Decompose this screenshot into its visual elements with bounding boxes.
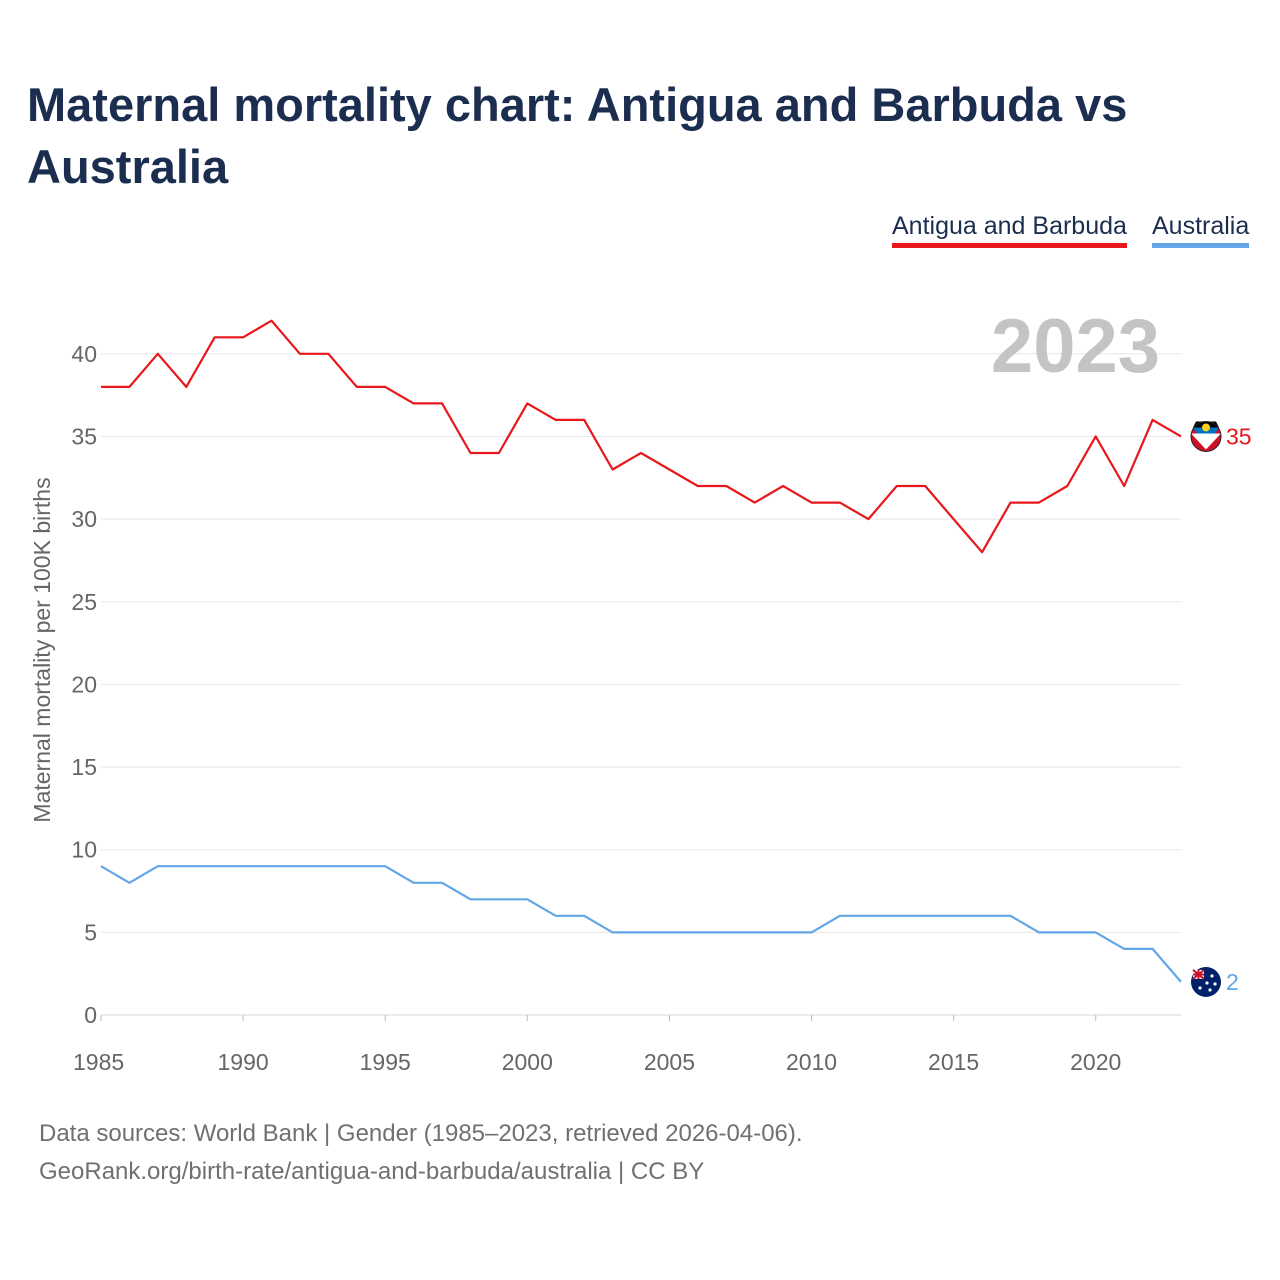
end-value-label-antigua-and-barbuda: 35 bbox=[1226, 423, 1252, 449]
y-tick-label: 0 bbox=[84, 1002, 97, 1028]
legend-item-australia[interactable]: Australia bbox=[1152, 212, 1250, 248]
y-tick-label: 15 bbox=[71, 754, 97, 780]
x-tick-label: 2020 bbox=[1070, 1049, 1121, 1075]
y-tick-label: 35 bbox=[71, 423, 97, 449]
antigua-flag-icon bbox=[1190, 420, 1222, 452]
legend-label: Antigua and Barbuda bbox=[892, 212, 1127, 240]
legend-label: Australia bbox=[1152, 212, 1250, 240]
x-tick-label: 2005 bbox=[644, 1049, 695, 1075]
y-tick-label: 10 bbox=[71, 837, 97, 863]
legend-line-swatch bbox=[1152, 243, 1250, 248]
x-tick-label: 2000 bbox=[502, 1049, 553, 1075]
y-tick-label: 5 bbox=[84, 919, 97, 945]
y-tick-label: 25 bbox=[71, 589, 97, 615]
x-tick-label: 2010 bbox=[786, 1049, 837, 1075]
grid-lines bbox=[101, 353, 1181, 1016]
australia-flag-icon bbox=[1191, 966, 1221, 997]
y-axis-ticks: 0 5 10 15 20 25 30 35 40 bbox=[71, 341, 97, 1028]
x-axis-ticks: 1985 1990 1995 2000 2005 2010 2015 2020 bbox=[73, 1015, 1121, 1075]
y-tick-label: 40 bbox=[71, 341, 97, 367]
x-tick-label: 1990 bbox=[218, 1049, 269, 1075]
credit-link[interactable]: GeoRank.org/birth-rate/antigua-and-barbu… bbox=[39, 1158, 705, 1185]
y-tick-label: 30 bbox=[71, 506, 97, 532]
x-tick-label: 1995 bbox=[360, 1049, 411, 1075]
chart-title: Maternal mortality chart: Antigua and Ba… bbox=[27, 78, 1128, 193]
y-tick-label: 20 bbox=[71, 671, 97, 697]
legend-line-swatch bbox=[892, 243, 1127, 248]
series-line-antigua-and-barbuda[interactable] bbox=[101, 319, 1182, 554]
line-chart: 2023 Maternal mortality per 100K births … bbox=[29, 304, 1252, 1075]
y-axis-label: Maternal mortality per 100K births bbox=[29, 477, 55, 822]
year-watermark: 2023 bbox=[991, 304, 1160, 389]
data-source-note: Data sources: World Bank | Gender (1985–… bbox=[39, 1120, 803, 1147]
series-line-australia[interactable] bbox=[100, 865, 1182, 983]
series-lines bbox=[100, 319, 1182, 983]
end-markers: 35 2 bbox=[1190, 420, 1252, 997]
end-value-label-australia: 2 bbox=[1226, 969, 1239, 995]
x-tick-label: 2015 bbox=[928, 1049, 979, 1075]
legend-item-antigua-and-barbuda[interactable]: Antigua and Barbuda bbox=[892, 212, 1127, 248]
x-tick-label: 1985 bbox=[73, 1049, 124, 1075]
